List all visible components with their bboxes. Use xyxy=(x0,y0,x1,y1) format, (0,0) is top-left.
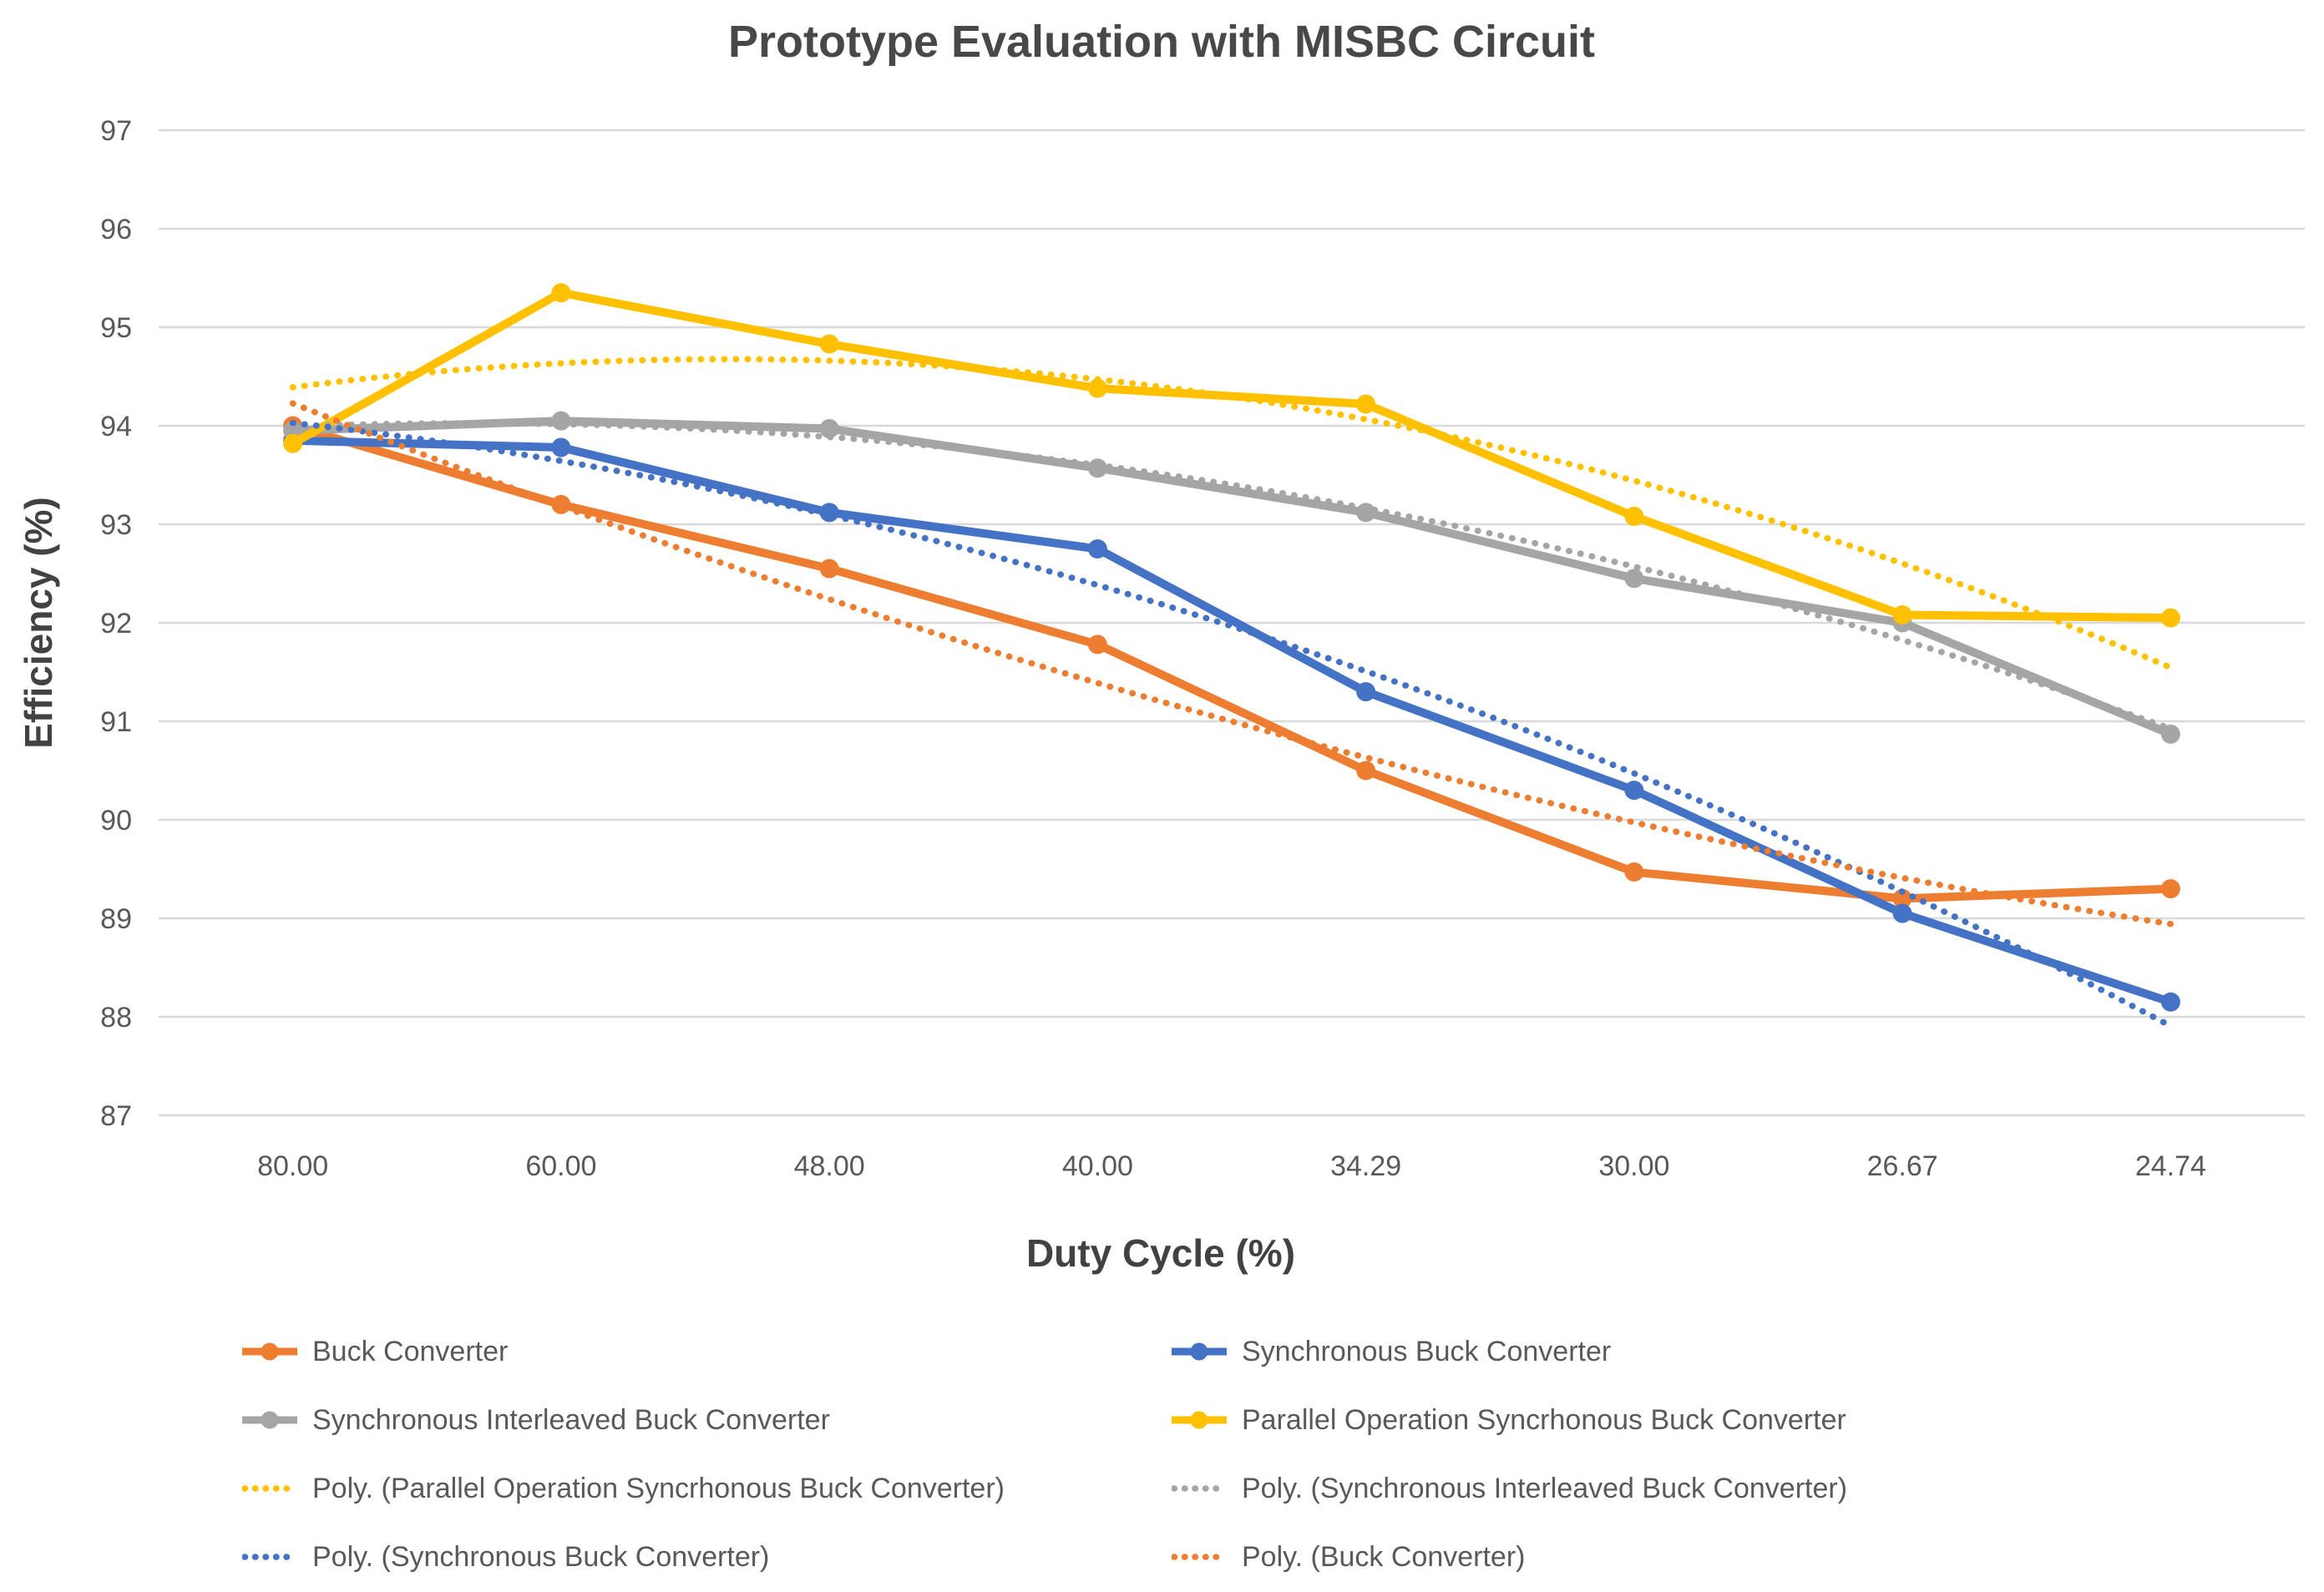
poly-trendlines xyxy=(289,356,2175,1029)
data-point-marker xyxy=(2160,879,2180,899)
x-tick-label: 80.00 xyxy=(257,1150,328,1182)
efficiency-line-chart: Prototype Evaluation with MISBC Circuit … xyxy=(17,17,2305,1275)
legend-marker xyxy=(1190,1342,1208,1361)
poly-trendline xyxy=(289,356,2175,671)
data-point-marker xyxy=(1892,605,1912,625)
data-point-marker xyxy=(551,283,571,303)
legend-swatch-dotted-line-icon xyxy=(242,1554,297,1560)
poly-trendline xyxy=(289,420,2175,732)
y-axis-tick-labels: 97 96 95 94 93 92 91 90 89 88 87 xyxy=(100,115,132,1132)
legend-label: Poly. (Synchronous Buck Converter) xyxy=(312,1540,770,1573)
x-tick-label: 24.74 xyxy=(2135,1150,2206,1182)
y-tick-label: 91 xyxy=(100,706,132,738)
legend: Buck Converter Synchronous Buck Converte… xyxy=(0,1317,1847,1591)
series-line xyxy=(288,422,2175,903)
data-point-marker xyxy=(819,558,839,579)
y-tick-label: 92 xyxy=(100,608,132,639)
series-line xyxy=(288,417,2175,739)
data-point-marker xyxy=(1624,862,1644,882)
y-tick-label: 97 xyxy=(100,115,132,147)
series-line xyxy=(288,436,2175,1007)
legend-label: Synchronous Interleaved Buck Converter xyxy=(312,1403,830,1436)
y-tick-label: 94 xyxy=(100,411,132,442)
data-point-marker xyxy=(1356,761,1376,781)
data-point-marker xyxy=(1624,569,1644,589)
x-tick-label: 48.00 xyxy=(794,1150,865,1182)
data-point-marker xyxy=(2160,992,2180,1012)
chart-title: Prototype Evaluation with MISBC Circuit xyxy=(728,17,1595,67)
data-point-marker xyxy=(1356,503,1376,523)
data-point-marker xyxy=(1087,634,1107,654)
data-point-marker xyxy=(1624,507,1644,527)
y-tick-label: 88 xyxy=(100,1002,132,1034)
data-series xyxy=(283,283,2180,1012)
legend-item-poly-synchronous-buck: Poly. (Synchronous Buck Converter) xyxy=(242,1523,1172,1591)
data-point-marker xyxy=(819,334,839,354)
x-tick-label: 60.00 xyxy=(525,1150,596,1182)
x-tick-label: 30.00 xyxy=(1598,1150,1669,1182)
legend-marker xyxy=(1190,1411,1208,1429)
x-tick-label: 40.00 xyxy=(1062,1150,1133,1182)
y-tick-label: 90 xyxy=(100,805,132,836)
legend-swatch-solid-line-marker-icon xyxy=(1172,1342,1227,1361)
legend-item-synchronous-buck-converter: Synchronous Buck Converter xyxy=(1172,1317,1847,1386)
data-point-marker xyxy=(1892,888,1912,908)
legend-label: Parallel Operation Syncrhonous Buck Conv… xyxy=(1242,1403,1846,1436)
legend-swatch-solid-line-marker-icon xyxy=(1172,1411,1227,1429)
legend-swatch-dotted-line-icon xyxy=(1172,1485,1227,1492)
data-point-marker xyxy=(551,411,571,431)
x-axis-tick-labels: 80.00 60.00 48.00 40.00 34.29 30.00 26.67 24.74 xyxy=(257,1150,2206,1182)
legend-item-poly-parallel-operation: Poly. (Parallel Operation Syncrhonous Bu… xyxy=(242,1454,1172,1523)
data-point-marker xyxy=(1624,781,1644,801)
x-axis-title: Duty Cycle (%) xyxy=(1026,1231,1295,1275)
legend-label: Poly. (Buck Converter) xyxy=(1242,1540,1526,1573)
legend-label: Buck Converter xyxy=(312,1335,509,1367)
data-point-marker xyxy=(283,433,303,453)
legend-marker xyxy=(261,1342,279,1361)
data-point-marker xyxy=(1356,394,1376,414)
legend-item-synchronous-interleaved-buck-converter: Synchronous Interleaved Buck Converter xyxy=(242,1386,1172,1454)
legend-swatch-dotted-line-icon xyxy=(242,1485,297,1492)
series-line xyxy=(288,288,2175,623)
legend-item-poly-synchronous-interleaved: Poly. (Synchronous Interleaved Buck Conv… xyxy=(1172,1454,1847,1523)
data-point-marker xyxy=(1356,682,1376,702)
x-tick-label: 34.29 xyxy=(1330,1150,1401,1182)
data-point-marker xyxy=(1087,539,1107,558)
data-point-marker xyxy=(1892,903,1912,923)
legend-item-poly-buck-converter: Poly. (Buck Converter) xyxy=(1172,1523,1847,1591)
legend-label: Synchronous Buck Converter xyxy=(1242,1335,1612,1367)
legend-item-parallel-operation-synchronous-buck-converter: Parallel Operation Syncrhonous Buck Conv… xyxy=(1172,1386,1847,1454)
y-tick-label: 87 xyxy=(100,1100,132,1132)
y-tick-label: 96 xyxy=(100,214,132,245)
legend-swatch-solid-line-marker-icon xyxy=(242,1342,297,1361)
legend-swatch-dotted-line-icon xyxy=(1172,1554,1227,1560)
y-axis-title: Efficiency (%) xyxy=(17,497,60,749)
poly-trendline xyxy=(289,400,2175,927)
x-tick-label: 26.67 xyxy=(1867,1150,1938,1182)
y-tick-label: 89 xyxy=(100,903,132,935)
legend-label: Poly. (Parallel Operation Syncrhonous Bu… xyxy=(312,1472,1005,1504)
legend-marker xyxy=(261,1411,279,1429)
data-point-marker xyxy=(819,419,839,439)
y-tick-label: 93 xyxy=(100,509,132,541)
data-point-marker xyxy=(551,437,571,457)
data-point-marker xyxy=(2160,608,2180,628)
y-tick-label: 95 xyxy=(100,312,132,344)
legend-label: Poly. (Synchronous Interleaved Buck Conv… xyxy=(1242,1472,1848,1504)
legend-swatch-solid-line-marker-icon xyxy=(242,1411,297,1429)
data-point-marker xyxy=(1087,378,1107,398)
data-point-marker xyxy=(2160,724,2180,744)
legend-item-buck-converter: Buck Converter xyxy=(242,1317,1172,1386)
